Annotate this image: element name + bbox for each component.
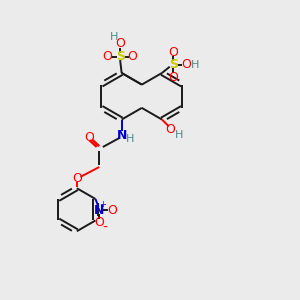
Text: O: O — [107, 204, 117, 217]
Text: S: S — [169, 58, 178, 71]
Text: O: O — [128, 50, 138, 63]
Text: O: O — [72, 172, 82, 185]
Text: O: O — [94, 216, 104, 230]
Text: H: H — [126, 134, 134, 144]
Text: H: H — [175, 130, 183, 140]
Text: H: H — [190, 60, 199, 70]
Text: +: + — [100, 200, 106, 209]
Text: N: N — [116, 129, 127, 142]
Text: O: O — [85, 131, 94, 144]
Text: O: O — [115, 38, 125, 50]
Text: O: O — [181, 58, 191, 71]
Text: H: H — [110, 32, 118, 42]
Text: O: O — [103, 50, 112, 63]
Text: O: O — [165, 124, 175, 136]
Text: -: - — [103, 220, 107, 235]
Text: N: N — [94, 204, 104, 217]
Text: O: O — [168, 70, 178, 84]
Text: O: O — [168, 46, 178, 59]
Text: S: S — [116, 50, 124, 63]
